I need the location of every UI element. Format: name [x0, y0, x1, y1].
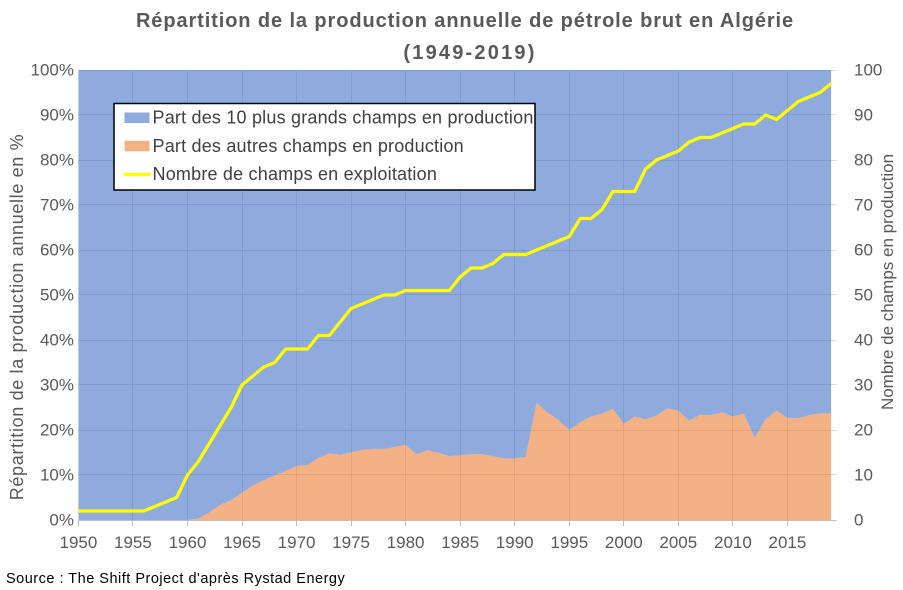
svg-text:Nombre de champs en production: Nombre de champs en production — [878, 154, 897, 410]
svg-text:90: 90 — [854, 106, 873, 125]
svg-text:50: 50 — [854, 286, 873, 305]
svg-text:10: 10 — [854, 466, 873, 485]
svg-text:20%: 20% — [40, 421, 74, 440]
svg-text:2015: 2015 — [768, 533, 806, 552]
svg-text:1980: 1980 — [387, 533, 425, 552]
svg-text:(1949-2019): (1949-2019) — [403, 42, 536, 64]
svg-text:80: 80 — [854, 151, 873, 170]
svg-text:50%: 50% — [40, 286, 74, 305]
svg-text:40: 40 — [854, 331, 873, 350]
svg-text:60: 60 — [854, 241, 873, 260]
svg-text:1960: 1960 — [169, 533, 207, 552]
svg-text:2000: 2000 — [605, 533, 643, 552]
svg-text:Nombre de champs en exploitati: Nombre de champs en exploitation — [153, 164, 438, 184]
svg-text:20: 20 — [854, 421, 873, 440]
svg-text:Répartition de la production a: Répartition de la production annuelle de… — [136, 10, 794, 32]
svg-text:0%: 0% — [49, 511, 74, 530]
svg-text:1985: 1985 — [441, 533, 479, 552]
svg-text:0: 0 — [854, 511, 863, 530]
svg-text:1995: 1995 — [550, 533, 588, 552]
svg-text:1965: 1965 — [223, 533, 261, 552]
svg-text:70: 70 — [854, 196, 873, 215]
svg-text:Part des autres champs en prod: Part des autres champs en production — [153, 136, 464, 156]
svg-text:1955: 1955 — [114, 533, 152, 552]
svg-text:Répartition de la production a: Répartition de la production annuelle en… — [7, 134, 27, 501]
svg-text:2010: 2010 — [714, 533, 752, 552]
svg-text:1950: 1950 — [59, 533, 97, 552]
svg-text:10%: 10% — [40, 466, 74, 485]
svg-text:30%: 30% — [40, 376, 74, 395]
svg-text:2005: 2005 — [659, 533, 697, 552]
svg-text:90%: 90% — [40, 106, 74, 125]
svg-text:100: 100 — [854, 61, 882, 80]
svg-text:Part des 10 plus grands champs: Part des 10 plus grands champs en produc… — [153, 108, 534, 128]
svg-text:80%: 80% — [40, 151, 74, 170]
svg-text:1970: 1970 — [278, 533, 316, 552]
svg-text:1990: 1990 — [496, 533, 534, 552]
svg-text:70%: 70% — [40, 196, 74, 215]
svg-text:Source : The Shift Project d'a: Source : The Shift Project d'après Rysta… — [6, 571, 345, 587]
svg-text:100%: 100% — [31, 61, 74, 80]
svg-text:30: 30 — [854, 376, 873, 395]
svg-text:40%: 40% — [40, 331, 74, 350]
svg-text:60%: 60% — [40, 241, 74, 260]
svg-text:1975: 1975 — [332, 533, 370, 552]
